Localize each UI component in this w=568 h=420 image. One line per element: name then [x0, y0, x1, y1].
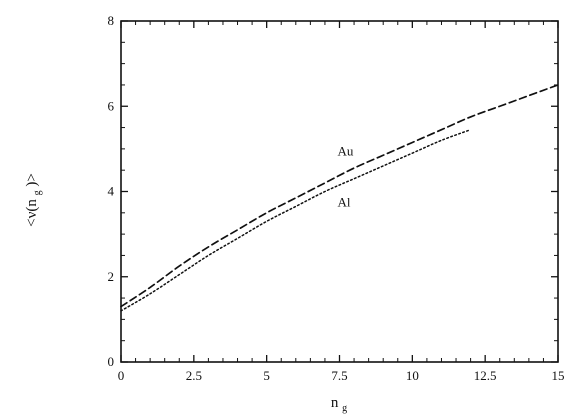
series-label-al: Al: [338, 194, 351, 209]
y-axis-label-subscript: g: [32, 190, 43, 195]
y-tick-label: 0: [108, 354, 115, 369]
x-tick-label: 2.5: [186, 368, 202, 383]
x-tick-label: 12.5: [474, 368, 497, 383]
axes-layer: 0 2.5 5 7.5 10 12.5 15 0 2 4 6 8: [108, 13, 565, 383]
series-line-au: [120, 84, 559, 308]
annotation-layer: Au Al: [338, 143, 354, 209]
y-tick-label: 4: [108, 184, 115, 199]
x-tick-label: 10: [406, 368, 419, 383]
series-line-al: [120, 128, 472, 312]
x-axis-label: n g: [331, 395, 347, 414]
x-tick-label: 5: [263, 368, 270, 383]
y-tick-label: 8: [108, 13, 115, 28]
x-tick-label: 7.5: [331, 368, 347, 383]
y-axis-label: <ν(n g )>: [24, 173, 44, 227]
series-layer: [120, 84, 559, 312]
y-axis-label-suffix: )>: [24, 173, 40, 186]
y-tick-label: 2: [108, 269, 115, 284]
series-label-au: Au: [338, 143, 354, 158]
x-axis-label-subscript: g: [342, 403, 347, 414]
plot-background: [121, 21, 558, 362]
x-tick-label: 15: [552, 368, 565, 383]
y-tick-label: 6: [108, 98, 115, 113]
y-axis-label-main: <ν(n: [24, 199, 40, 227]
x-tick-label: 0: [118, 368, 125, 383]
x-axis-label-main: n: [331, 395, 339, 411]
